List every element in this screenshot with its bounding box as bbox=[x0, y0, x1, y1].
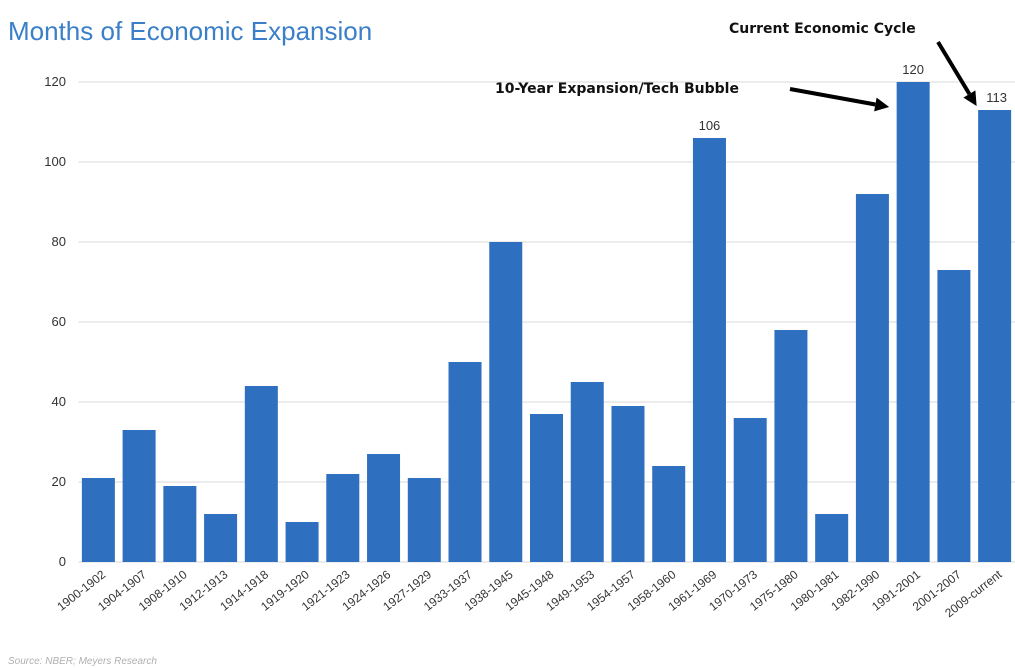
annotation-arrow bbox=[789, 87, 890, 112]
annotation-tech-bubble: 10-Year Expansion/Tech Bubble bbox=[495, 81, 739, 97]
y-tick-label: 80 bbox=[52, 234, 66, 249]
bar-1912-1913 bbox=[204, 514, 238, 562]
bar-1938-1945 bbox=[489, 242, 523, 562]
bar-1958-1960 bbox=[652, 466, 686, 562]
y-tick-label: 40 bbox=[52, 394, 66, 409]
y-axis-ticks: 0 20 40 60 80 100 120 bbox=[44, 74, 66, 569]
bar-1954-1957 bbox=[611, 406, 645, 562]
bar-1970-1973 bbox=[733, 418, 767, 562]
data-labels: 106 120 113 bbox=[699, 62, 1007, 133]
bar-1900-1902 bbox=[81, 478, 115, 562]
data-label: 120 bbox=[902, 62, 924, 77]
y-tick-label: 60 bbox=[52, 314, 66, 329]
bar-1949-1953 bbox=[570, 382, 604, 562]
bar-1921-1923 bbox=[326, 474, 360, 562]
bar-1975-1980 bbox=[774, 330, 808, 562]
chart-title: Months of Economic Expansion bbox=[8, 16, 372, 46]
bar-1945-1948 bbox=[530, 414, 563, 562]
bar-1982-1990 bbox=[855, 194, 889, 562]
bar-1904-1907 bbox=[122, 430, 156, 562]
annotations: 10-Year Expansion/Tech Bubble Current Ec… bbox=[495, 21, 977, 112]
bar-2009-current bbox=[978, 110, 1012, 562]
data-label: 106 bbox=[699, 118, 721, 133]
bars bbox=[81, 82, 1012, 562]
annotation-current-cycle: Current Economic Cycle bbox=[729, 21, 916, 37]
bar-1991-2001 bbox=[896, 82, 930, 562]
bar-1961-1969 bbox=[692, 138, 726, 562]
y-tick-label: 100 bbox=[44, 154, 66, 169]
bar-1919-1920 bbox=[285, 522, 319, 562]
bar-1980-1981 bbox=[815, 514, 849, 562]
annotation-arrow bbox=[936, 40, 977, 106]
bar-1924-1926 bbox=[367, 454, 401, 562]
source-note: Source: NBER; Meyers Research bbox=[8, 656, 157, 667]
bar-2001-2007 bbox=[937, 270, 971, 562]
x-axis-ticks: 1900-19021904-19071908-19101912-19131914… bbox=[54, 567, 1005, 620]
y-tick-label: 20 bbox=[52, 474, 66, 489]
y-tick-label: 0 bbox=[59, 554, 66, 569]
bar-1933-1937 bbox=[448, 362, 482, 562]
data-label: 113 bbox=[986, 90, 1007, 105]
y-tick-label: 120 bbox=[44, 74, 66, 89]
bar-1927-1929 bbox=[407, 478, 441, 562]
bar-1908-1910 bbox=[163, 486, 197, 562]
gridlines bbox=[78, 81, 1015, 563]
bar-1914-1918 bbox=[244, 386, 278, 562]
